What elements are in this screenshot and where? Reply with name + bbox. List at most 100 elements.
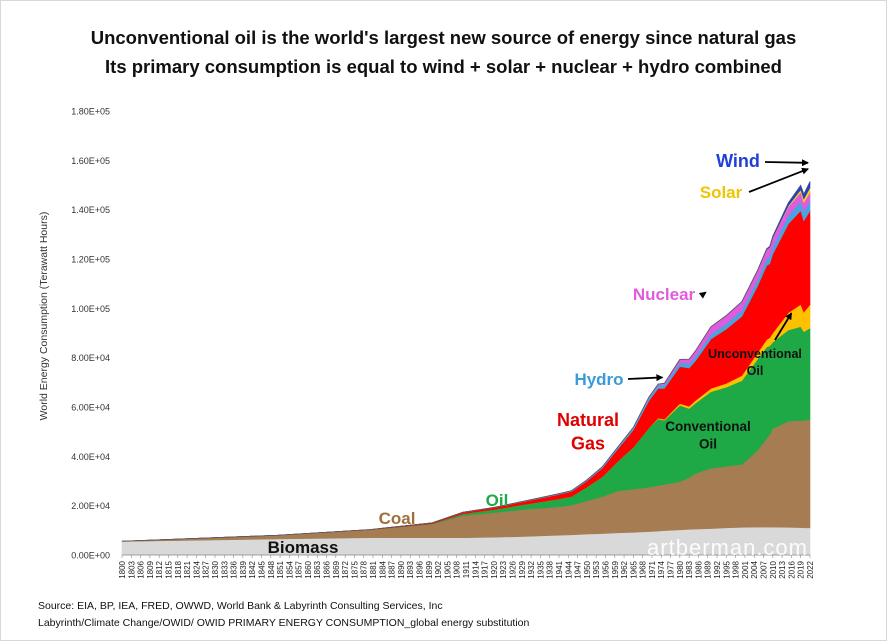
x-tick-label: 1857 <box>295 560 304 578</box>
x-tick-label: 1836 <box>230 560 239 578</box>
y-tick-label: 0.00E+00 <box>71 551 110 561</box>
x-tick-label: 1974 <box>657 560 666 578</box>
y-tick-label: 2.00E+04 <box>71 501 110 511</box>
x-tick-label: 1854 <box>285 560 294 578</box>
x-tick-label: 1890 <box>397 560 406 578</box>
x-tick-label: 1863 <box>313 560 322 578</box>
series-label-coal: Coal <box>379 509 416 528</box>
x-tick-label: 2016 <box>787 560 796 578</box>
x-tick-label: 1884 <box>378 560 387 578</box>
x-tick-label: 1824 <box>192 560 201 578</box>
watermark: artberman.com <box>647 535 808 560</box>
x-axis: 1800 1803 1806 1809 1812 1815 1818 1821 1824 1827… <box>118 554 815 579</box>
x-tick-label: 1812 <box>155 560 164 578</box>
x-tick-label: 1902 <box>434 560 443 578</box>
series-label-biomass: Biomass <box>268 538 339 557</box>
y-axis: 0.00E+00 2.00E+04 4.00E+04 6.00E+04 8.00E+04… <box>71 107 110 561</box>
annotation-arrow-wind <box>764 159 809 167</box>
annotation-wind: Wind <box>716 151 760 171</box>
annotation-arrow-solar <box>748 167 809 193</box>
x-tick-label: 1968 <box>639 560 648 578</box>
area-series <box>121 181 811 556</box>
y-tick-label: 4.00E+04 <box>71 452 110 462</box>
x-tick-label: 1887 <box>388 560 397 578</box>
x-tick-label: 2007 <box>760 560 769 578</box>
total-outline <box>121 181 811 542</box>
x-tick-label: 1860 <box>304 560 313 578</box>
annotation-arrow-hydro <box>627 374 664 382</box>
x-tick-label: 1842 <box>248 560 257 578</box>
chart-title-line2: Its primary consumption is equal to wind… <box>105 56 782 77</box>
series-label-natural-gas: Natural Gas <box>557 410 619 453</box>
x-tick-label: 1818 <box>174 560 183 578</box>
x-tick-label: 1962 <box>620 560 629 578</box>
series-label-oil: Oil <box>486 491 509 510</box>
x-tick-label: 1893 <box>406 560 415 578</box>
y-tick-label: 1.20E+05 <box>71 255 110 265</box>
x-tick-label: 1959 <box>611 560 620 578</box>
x-tick-label: 1983 <box>685 560 694 578</box>
x-tick-label: 1869 <box>332 560 341 578</box>
x-tick-label: 1941 <box>555 560 564 578</box>
x-tick-label: 1992 <box>713 560 722 578</box>
x-tick-label: 2010 <box>769 560 778 578</box>
annotations: Wind Solar Nuclear Hydro Unconventional Oil <box>574 151 809 389</box>
y-tick-label: 8.00E+04 <box>71 353 110 363</box>
x-tick-label: 1833 <box>220 560 229 578</box>
x-tick-label: 1908 <box>453 560 462 578</box>
x-tick-label: 2004 <box>750 560 759 578</box>
x-tick-label: 1926 <box>508 560 517 578</box>
x-tick-label: 1899 <box>425 560 434 578</box>
y-tick-label: 1.00E+05 <box>71 304 110 314</box>
x-tick-label: 1830 <box>211 560 220 578</box>
x-tick-label: 1896 <box>416 560 425 578</box>
x-tick-label: 1878 <box>360 560 369 578</box>
x-tick-label: 1929 <box>518 560 527 578</box>
source-line2: Labyrinth/Climate Change/OWID/ OWID PRIM… <box>38 617 530 629</box>
annotation-arrow-nuclear <box>698 291 707 299</box>
x-tick-label: 1965 <box>629 560 638 578</box>
x-tick-label: 1821 <box>183 560 192 578</box>
x-tick-label: 1851 <box>276 560 285 578</box>
x-tick-label: 1839 <box>239 560 248 578</box>
x-tick-label: 1938 <box>546 560 555 578</box>
x-tick-label: 1950 <box>583 560 592 578</box>
annotation-unconventional-oil: Unconventional Oil <box>708 347 802 378</box>
x-tick-label: 2019 <box>797 560 806 578</box>
annotation-solar: Solar <box>700 183 743 202</box>
x-tick-label: 2001 <box>741 560 750 578</box>
x-tick-label: 1971 <box>648 560 657 578</box>
x-tick-label: 1905 <box>443 560 452 578</box>
y-tick-label: 1.80E+05 <box>71 107 110 117</box>
x-tick-label: 1923 <box>499 560 508 578</box>
x-tick-label: 1953 <box>592 560 601 578</box>
x-tick-label: 1920 <box>490 560 499 578</box>
x-tick-label: 1998 <box>732 560 741 578</box>
series-label-conventional-oil: Conventional Oil <box>665 419 751 452</box>
x-tick-label: 1995 <box>722 560 731 578</box>
annotation-arrow-unconventional-oil <box>774 312 793 341</box>
y-tick-label: 6.00E+04 <box>71 403 110 413</box>
x-tick-label: 1956 <box>601 560 610 578</box>
x-tick-label: 2013 <box>778 560 787 578</box>
x-tick-label: 1848 <box>267 560 276 578</box>
y-tick-label: 1.40E+05 <box>71 205 110 215</box>
x-tick-label: 2022 <box>806 560 815 578</box>
x-tick-label: 1911 <box>462 560 471 578</box>
chart-title-line1: Unconventional oil is the world's larges… <box>90 27 797 48</box>
x-tick-label: 1809 <box>146 560 155 578</box>
x-tick-label: 1932 <box>527 560 536 578</box>
x-tick-label: 1947 <box>574 560 583 578</box>
x-tick-label: 1914 <box>471 560 480 578</box>
y-axis-label: World Energy Consumption (Terawatt Hours… <box>38 212 50 421</box>
y-tick-label: 1.60E+05 <box>71 156 110 166</box>
x-tick-label: 1989 <box>704 560 713 578</box>
x-tick-label: 1803 <box>127 560 136 578</box>
source-line1: Source: EIA, BP, IEA, FRED, OWWD, World … <box>38 600 443 612</box>
x-tick-label: 1944 <box>564 560 573 578</box>
x-tick-label: 1800 <box>118 560 127 578</box>
x-tick-label: 1977 <box>667 560 676 578</box>
series-labels: Biomass Coal Conventional Oil Natural Gas Oil <box>268 410 751 557</box>
x-tick-label: 1872 <box>341 560 350 578</box>
